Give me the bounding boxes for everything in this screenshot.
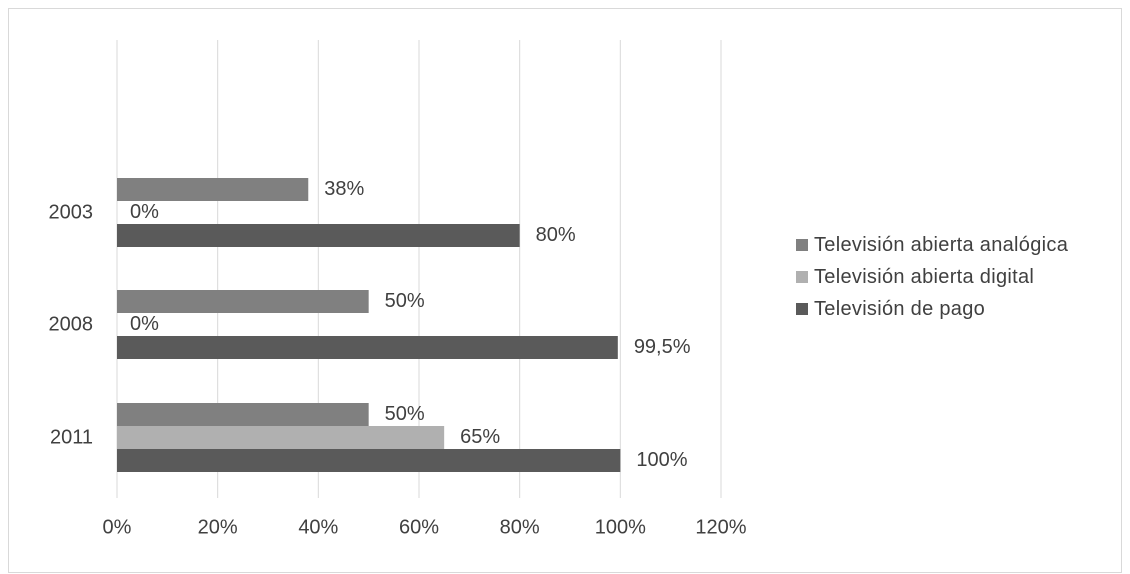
legend-label: Televisión abierta digital	[814, 265, 1035, 288]
data-label: 80%	[536, 224, 576, 246]
x-tick-label: 120%	[695, 516, 746, 538]
data-label: 0%	[130, 313, 159, 335]
bar	[117, 336, 618, 359]
bar	[117, 224, 520, 247]
y-category-label: 2011	[50, 426, 93, 448]
bar	[117, 178, 309, 201]
x-tick-label: 100%	[595, 516, 646, 538]
bar	[117, 449, 621, 472]
legend-label: Televisión de pago	[814, 297, 986, 320]
legend-item: Televisión abierta analógica	[796, 229, 1068, 261]
bar	[117, 403, 369, 426]
data-label: 99,5%	[634, 336, 691, 358]
data-label: 100%	[636, 449, 687, 471]
y-category-label: 2008	[49, 313, 94, 335]
x-tick-label: 0%	[103, 516, 132, 538]
legend-item: Televisión abierta digital	[796, 261, 1068, 293]
x-tick-label: 40%	[298, 516, 338, 538]
bar-chart: 0% 20% 40% 60% 80% 100% 120% 2003 38% 0% 80% 2008 50…	[49, 40, 747, 538]
legend-swatch	[796, 271, 808, 283]
bar	[117, 290, 369, 313]
x-tick-label: 80%	[500, 516, 540, 538]
y-category-label: 2003	[49, 201, 94, 223]
legend-swatch	[796, 239, 808, 251]
data-label: 50%	[385, 403, 425, 425]
x-tick-label: 60%	[399, 516, 439, 538]
legend-label: Televisión abierta analógica	[814, 233, 1069, 256]
data-label: 0%	[130, 201, 159, 223]
data-label: 65%	[460, 426, 500, 448]
bar	[117, 426, 445, 449]
data-label: 50%	[385, 290, 425, 312]
data-label: 38%	[324, 178, 364, 200]
x-tick-label: 20%	[198, 516, 238, 538]
legend-item: Televisión de pago	[796, 293, 1068, 325]
chart-legend: Televisión abierta analógica Televisión a…	[796, 229, 1068, 325]
legend-swatch	[796, 303, 808, 315]
